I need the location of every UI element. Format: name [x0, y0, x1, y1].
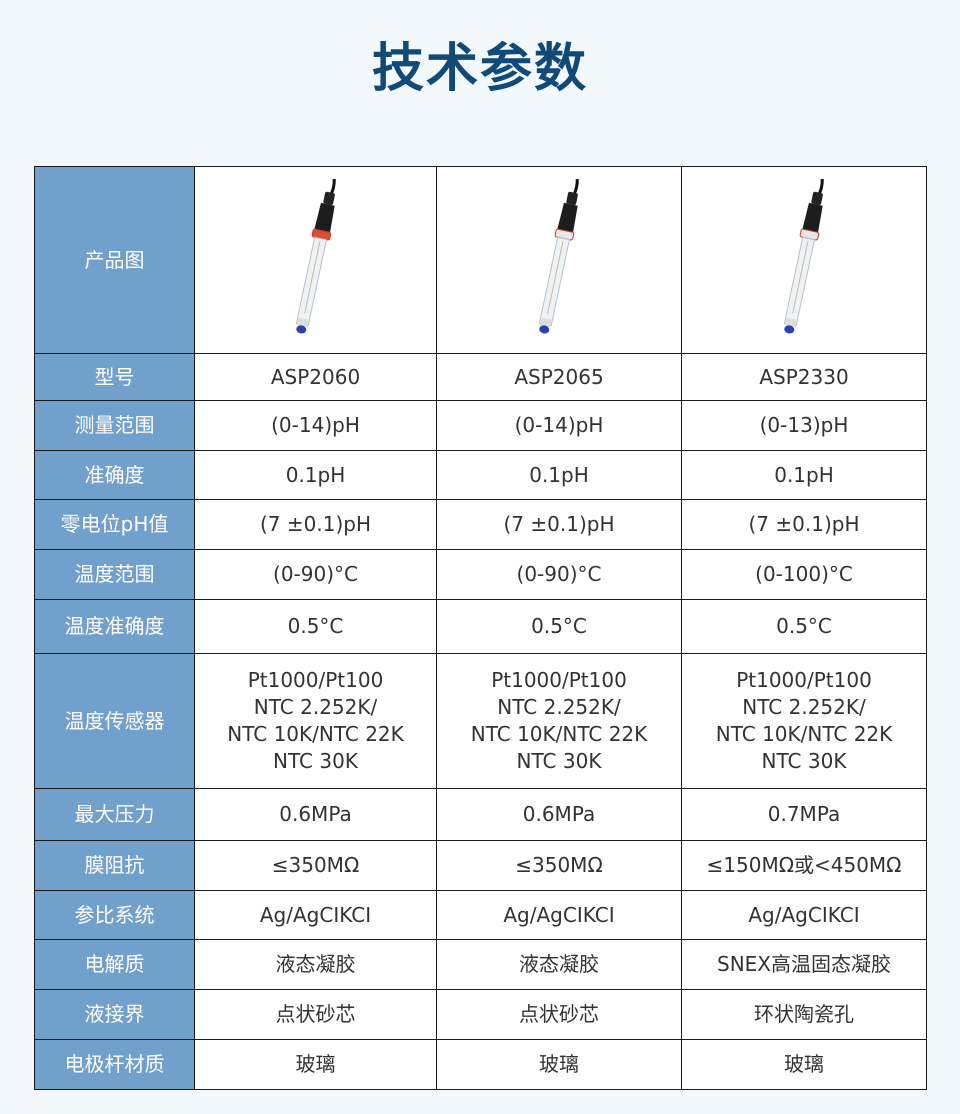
cell-value: Ag/AgCIKCI: [681, 890, 927, 940]
cell-value: (0-14)pH: [436, 400, 682, 451]
cell-value: (7 ±0.1)pH: [194, 499, 437, 550]
table-row: 液接界 点状砂芯 点状砂芯 环状陶瓷孔: [34, 989, 927, 1040]
row-label: 准确度: [34, 450, 195, 500]
row-label: 电极杆材质: [34, 1039, 195, 1090]
cell-value: 液态凝胶: [436, 939, 682, 990]
cell-value: 0.5°C: [681, 599, 927, 654]
ph-electrode-probe-icon: [295, 178, 336, 334]
cell-value: Ag/AgCIKCI: [436, 890, 682, 940]
cell-value: 0.1pH: [681, 450, 927, 500]
cell-value: (0-90)°C: [194, 549, 437, 600]
row-label: 产品图: [34, 166, 195, 354]
cell-value: 0.5°C: [436, 599, 682, 654]
product-image-cell: [436, 166, 682, 354]
cell-value: ≤150MΩ或<450MΩ: [681, 840, 927, 891]
cell-value: ≤350MΩ: [436, 840, 682, 891]
cell-value: Pt1000/Pt100 NTC 2.252K/ NTC 10K/NTC 22K…: [194, 653, 437, 789]
row-label: 温度准确度: [34, 599, 195, 654]
image-row: 产品图: [34, 166, 927, 354]
cell-value: (7 ±0.1)pH: [436, 499, 682, 550]
cell-value: Pt1000/Pt100 NTC 2.252K/ NTC 10K/NTC 22K…: [681, 653, 927, 789]
table-row: 测量范围 (0-14)pH (0-14)pH (0-13)pH: [34, 400, 927, 451]
cell-value: SNEX高温固态凝胶: [681, 939, 927, 990]
ph-electrode-probe-icon: [538, 178, 579, 334]
cell-value: 玻璃: [194, 1039, 437, 1090]
row-label: 液接界: [34, 989, 195, 1040]
row-label: 最大压力: [34, 788, 195, 841]
table-row: 准确度 0.1pH 0.1pH 0.1pH: [34, 450, 927, 500]
table-row: 参比系统 Ag/AgCIKCI Ag/AgCIKCI Ag/AgCIKCI: [34, 890, 927, 940]
row-label: 电解质: [34, 939, 195, 990]
row-label: 膜阻抗: [34, 840, 195, 891]
page-title: 技术参数: [371, 39, 588, 99]
table-row: 零电位pH值 (7 ±0.1)pH (7 ±0.1)pH (7 ±0.1)pH: [34, 499, 927, 550]
table-row: 电极杆材质 玻璃 玻璃 玻璃: [34, 1039, 927, 1090]
table-row: 型号 ASP2060 ASP2065 ASP2330: [34, 353, 927, 401]
cell-value: 环状陶瓷孔: [681, 989, 927, 1040]
row-label: 零电位pH值: [34, 499, 195, 550]
cell-value: ASP2060: [194, 353, 437, 401]
cell-value: 玻璃: [436, 1039, 682, 1090]
cell-value: 0.7MPa: [681, 788, 927, 841]
cell-value: 点状砂芯: [194, 989, 437, 1040]
cell-value: Pt1000/Pt100 NTC 2.252K/ NTC 10K/NTC 22K…: [436, 653, 682, 789]
product-image-cell: [194, 166, 437, 354]
row-label: 型号: [34, 353, 195, 401]
table-row: 温度准确度 0.5°C 0.5°C 0.5°C: [34, 599, 927, 654]
cell-value: 液态凝胶: [194, 939, 437, 990]
row-label: 测量范围: [34, 400, 195, 451]
cell-value: 点状砂芯: [436, 989, 682, 1040]
table-row: 温度传感器 Pt1000/Pt100 NTC 2.252K/ NTC 10K/NT…: [34, 653, 927, 789]
table-row: 最大压力 0.6MPa 0.6MPa 0.7MPa: [34, 788, 927, 841]
cell-value: 0.6MPa: [194, 788, 437, 841]
cell-value: 0.1pH: [436, 450, 682, 500]
cell-value: ASP2330: [681, 353, 927, 401]
cell-value: (0-14)pH: [194, 400, 437, 451]
row-label: 温度传感器: [34, 653, 195, 789]
table-row: 电解质 液态凝胶 液态凝胶 SNEX高温固态凝胶: [34, 939, 927, 990]
table-row: 膜阻抗 ≤350MΩ ≤350MΩ ≤150MΩ或<450MΩ: [34, 840, 927, 891]
cell-value: ASP2065: [436, 353, 682, 401]
cell-value: (0-100)°C: [681, 549, 927, 600]
cell-value: (7 ±0.1)pH: [681, 499, 927, 550]
cell-value: 玻璃: [681, 1039, 927, 1090]
cell-value: 0.6MPa: [436, 788, 682, 841]
spec-table: 产品图 型号 ASP2060 ASP2065 ASP2330 测量范围 (0-14)pH(…: [34, 166, 927, 1090]
cell-value: 0.5°C: [194, 599, 437, 654]
cell-value: Ag/AgCIKCI: [194, 890, 437, 940]
cell-value: ≤350MΩ: [194, 840, 437, 891]
row-label: 温度范围: [34, 549, 195, 600]
cell-value: 0.1pH: [194, 450, 437, 500]
ph-electrode-probe-icon: [783, 178, 824, 334]
cell-value: (0-90)°C: [436, 549, 682, 600]
row-label: 参比系统: [34, 890, 195, 940]
table-row: 温度范围 (0-90)°C (0-90)°C (0-100)°C: [34, 549, 927, 600]
product-image-cell: [681, 166, 927, 354]
cell-value: (0-13)pH: [681, 400, 927, 451]
